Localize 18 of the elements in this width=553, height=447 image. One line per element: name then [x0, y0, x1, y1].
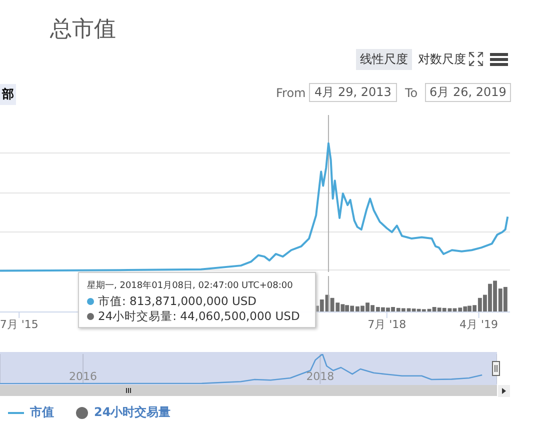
text: 对数尺度	[417, 51, 467, 68]
text: 6月 26, 2019	[425, 83, 511, 102]
annotation: 24小时交易量: 44,060,500,000 USD	[97, 309, 301, 324]
x-tick-label: 2018	[306, 370, 334, 383]
text: 部	[0, 84, 16, 105]
x-tick-label: 2016	[69, 370, 98, 383]
legend-label: 24小时交易量	[94, 404, 171, 421]
x-tick-label: 4月 '19	[460, 318, 498, 331]
text: To	[405, 86, 418, 100]
chart-title: 总市值	[50, 16, 116, 44]
text: 线性尺度	[356, 49, 412, 70]
x-tick-label: 7月 '15	[0, 318, 38, 331]
text: 4月 29, 2013	[309, 83, 397, 102]
legend-label: 市值	[30, 404, 54, 421]
x-tick-label: 7月 '18	[368, 318, 406, 331]
annotation: 市值: 813,871,000,000 USD	[97, 294, 258, 309]
annotation: 星期一, 2018年01月08日, 02:47:00 UTC+08:00	[87, 280, 294, 292]
text: From	[276, 86, 306, 100]
